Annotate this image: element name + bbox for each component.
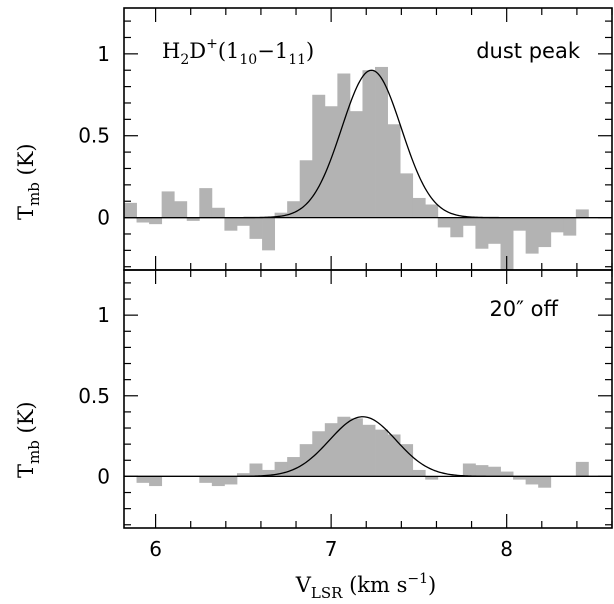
- top-spectrum-bar: [362, 70, 376, 218]
- top-spectrum-bar: [487, 217, 501, 244]
- bottom-spectrum-bar: [349, 418, 363, 477]
- top-spectrum-bar: [500, 217, 514, 270]
- top-spectrum-bar: [550, 217, 564, 233]
- top-spectrum-bars: [124, 66, 589, 270]
- bottom-spectrum-bar: [312, 431, 326, 477]
- top-spectrum-bar: [538, 217, 552, 248]
- top-spectrum-bar: [236, 217, 250, 226]
- bottom-spectrum-bar: [236, 473, 250, 477]
- top-spectrum-bar: [299, 160, 313, 218]
- top-spectrum-bar: [349, 111, 363, 218]
- bottom-spectrum-bar: [211, 476, 225, 487]
- top-spectrum-bar: [211, 207, 225, 218]
- bottom-spectrum-bar: [575, 461, 589, 477]
- bottom-spectrum-bar: [337, 416, 351, 477]
- top-spectrum-bar: [262, 217, 276, 251]
- bottom-spectrum-bar: [513, 476, 527, 480]
- dust-peak-label: dust peak: [476, 39, 581, 63]
- bottom-plot-frame: [123, 269, 613, 529]
- bottom-panel: 0 0.5 1 6 7 8: [78, 269, 613, 561]
- bottom-spectrum-bar: [375, 429, 388, 477]
- top-y-tick-label: 1: [97, 42, 110, 66]
- top-panel: 00.51: [78, 7, 613, 271]
- bottom-spectrum-bar: [149, 476, 163, 487]
- top-spectrum-bar: [136, 217, 150, 223]
- bottom-spectrum-bar: [425, 476, 439, 480]
- top-spectrum-bar: [425, 204, 439, 218]
- bottom-spectrum-bar: [262, 469, 276, 477]
- bottom-spectrum-bar: [525, 476, 539, 485]
- top-spectrum-bar: [324, 106, 338, 218]
- top-spectrum-bar: [337, 73, 351, 218]
- top-spectrum-bar: [249, 217, 263, 239]
- bottom-spectrum-bar: [487, 466, 501, 477]
- bottom-spectrum-bar: [412, 469, 426, 477]
- top-spectrum-bar: [174, 201, 188, 218]
- bottom-x-tick-label: 8: [500, 537, 513, 561]
- top-spectrum-bar: [387, 124, 401, 218]
- bottom-x-tick-label: 7: [325, 537, 338, 561]
- top-spectrum-bar: [274, 212, 288, 218]
- top-spectrum-bar: [161, 191, 175, 218]
- top-spectrum-bar: [375, 66, 388, 218]
- top-spectrum-bar: [563, 217, 577, 236]
- top-spectrum-bar: [575, 209, 589, 218]
- bottom-spectrum-bar: [538, 476, 552, 488]
- bottom-spectrum-bar: [199, 476, 213, 483]
- top-spectrum-bar: [199, 188, 213, 218]
- top-gaussian-fit: [124, 69, 612, 219]
- bottom-y-tick-label: 0.5: [78, 384, 110, 408]
- line-label: H2D+(110−111): [162, 36, 314, 68]
- bottom-spectrum-bar: [224, 476, 238, 485]
- bottom-spectrum-bar: [500, 471, 514, 477]
- bottom-y-tick-label: 0: [97, 464, 110, 488]
- top-spectrum-bar: [462, 217, 476, 226]
- bottom-x-tick-label: 6: [149, 537, 162, 561]
- top-spectrum-bar: [224, 217, 238, 231]
- bottom-gaussian-fit: [124, 416, 612, 478]
- top-spectrum-bar: [400, 173, 414, 218]
- bottom-spectrum-bar: [287, 457, 301, 477]
- bottom-spectrum-bar: [400, 444, 414, 477]
- top-spectrum-bar: [287, 201, 301, 218]
- bottom-spectrum-bar: [299, 444, 313, 477]
- offset-label: 20″ off: [489, 297, 558, 321]
- top-spectrum-bar: [312, 94, 326, 218]
- bottom-y-axis-label: Tmb (K): [14, 401, 43, 478]
- top-spectrum-bar: [124, 202, 137, 218]
- top-spectrum-bar: [186, 217, 200, 221]
- bottom-spectrum-bar: [136, 476, 150, 483]
- top-spectrum-bar: [149, 217, 163, 225]
- bottom-y-tick-label: 1: [97, 303, 110, 327]
- bottom-spectrum-bar: [324, 423, 338, 477]
- top-spectrum-bar: [525, 217, 539, 254]
- x-axis-label: VLSR (km s−1): [295, 571, 437, 602]
- bottom-spectrum-bar: [387, 434, 401, 477]
- top-y-tick-label: 0: [97, 206, 110, 230]
- bottom-spectrum-bar: [462, 463, 476, 477]
- top-spectrum-bar: [475, 217, 489, 249]
- bottom-spectrum-bars: [124, 416, 589, 488]
- bottom-spectrum-bar: [475, 465, 489, 477]
- top-spectrum-bar: [513, 217, 527, 231]
- top-spectrum-bar: [412, 197, 426, 218]
- top-y-tick-label: 0.5: [78, 124, 110, 148]
- top-spectrum-bar: [450, 217, 464, 238]
- bottom-spectrum-bar: [362, 424, 376, 477]
- top-y-axis-label: Tmb (K): [14, 143, 43, 220]
- top-spectrum-bar: [437, 217, 451, 228]
- bottom-spectrum-bar: [249, 463, 263, 477]
